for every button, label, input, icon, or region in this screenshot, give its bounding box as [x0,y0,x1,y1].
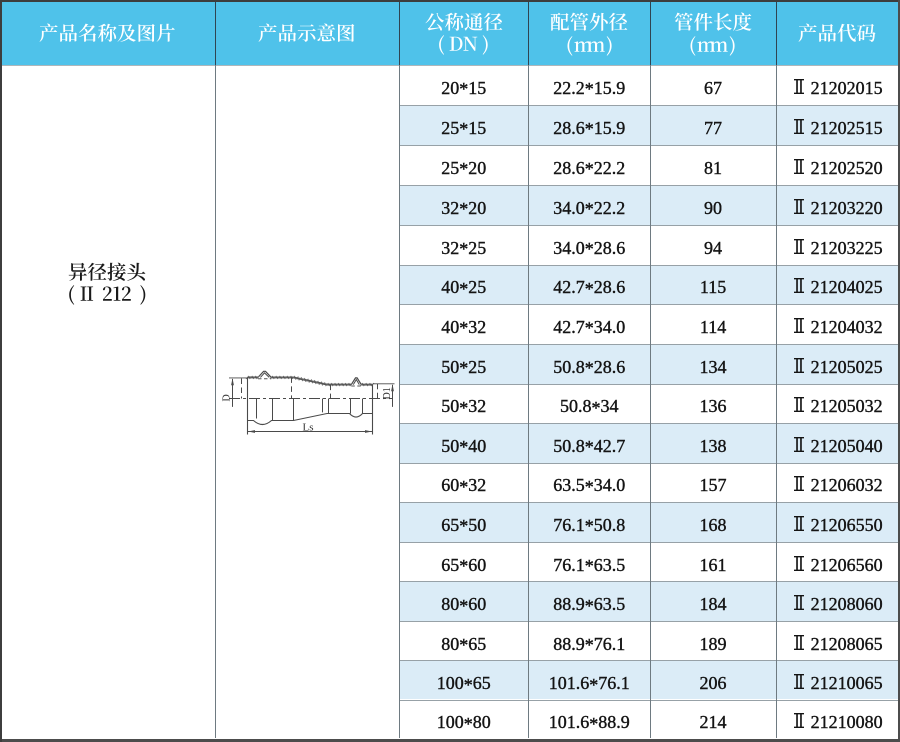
svg-text:D1: D1 [382,387,393,399]
svg-text:D: D [222,394,233,401]
svg-text:Ls: Ls [303,422,314,434]
